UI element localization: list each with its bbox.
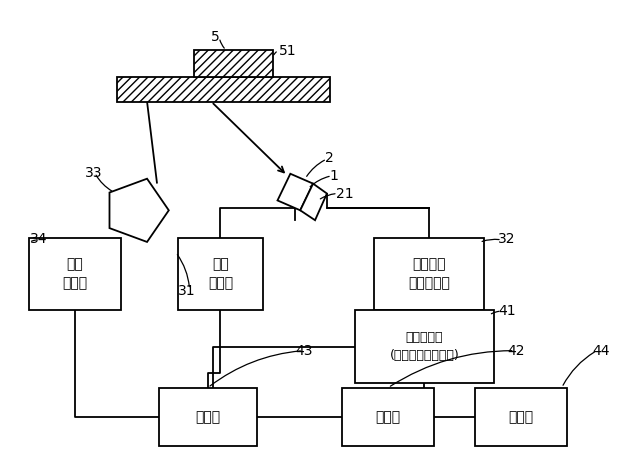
Text: 表示部: 表示部 — [508, 410, 533, 424]
Text: 32: 32 — [498, 232, 515, 246]
Text: 電圧
印加部: 電圧 印加部 — [208, 257, 233, 291]
Bar — [159, 388, 257, 446]
Text: 51: 51 — [278, 44, 296, 58]
Text: 照射
制御部: 照射 制御部 — [62, 257, 88, 291]
Bar — [117, 77, 330, 102]
Bar — [475, 388, 566, 446]
Polygon shape — [109, 179, 169, 242]
Text: 43: 43 — [295, 344, 313, 358]
Polygon shape — [278, 174, 313, 210]
Text: 信号処理部
(スペクトル生成部): 信号処理部 (スペクトル生成部) — [390, 331, 460, 362]
Bar — [195, 50, 273, 77]
Text: 41: 41 — [498, 304, 515, 318]
Text: 33: 33 — [84, 166, 102, 180]
Text: 分析部: 分析部 — [376, 410, 401, 424]
Bar — [342, 388, 434, 446]
Bar — [195, 50, 273, 77]
Polygon shape — [300, 184, 327, 220]
Bar — [117, 77, 330, 102]
Text: 1: 1 — [330, 169, 339, 183]
Bar — [355, 310, 494, 383]
Text: 31: 31 — [178, 285, 195, 298]
Text: 5: 5 — [211, 30, 220, 45]
Text: 42: 42 — [508, 344, 525, 358]
Bar — [29, 238, 121, 310]
Text: 21: 21 — [336, 187, 353, 200]
Text: 制御部: 制御部 — [195, 410, 220, 424]
Bar — [178, 238, 263, 310]
Bar — [374, 238, 484, 310]
Text: 主増幅器
（出力部）: 主増幅器 （出力部） — [408, 257, 450, 291]
Text: 44: 44 — [593, 344, 611, 358]
Text: 2: 2 — [325, 151, 333, 165]
Text: 34: 34 — [29, 232, 47, 246]
